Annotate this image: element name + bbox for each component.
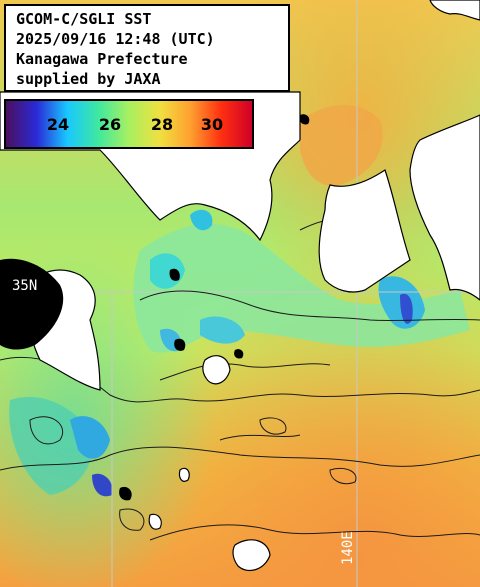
lat-label-right: N: [462, 278, 470, 294]
tokyo-bay-warm: [300, 105, 383, 186]
top-right-land: [429, 0, 480, 21]
title-line-1: GCOM-C/SGLI SST: [16, 10, 152, 28]
title-box: GCOM-C/SGLI SST 2025/09/16 12:48 (UTC) K…: [4, 4, 290, 92]
color-scale-bar: [6, 101, 252, 147]
legend-tick-30: 30: [200, 115, 224, 134]
cloud-west: [0, 258, 64, 350]
blue-patch-2: [92, 473, 113, 497]
legend-tick-26: 26: [98, 115, 122, 134]
boso-land: [409, 114, 480, 301]
cloud-small-5: [169, 268, 180, 281]
island-2: [232, 539, 271, 572]
lat-label-35n: 35N: [12, 278, 37, 294]
cyan-patch-2: [190, 209, 213, 231]
color-scale-legend: 24 26 28 30: [4, 99, 254, 149]
title-line-2: 2025/09/16 12:48 (UTC): [16, 30, 215, 48]
tokyo-bay-land: [318, 169, 411, 293]
title-line-4: supplied by JAXA: [16, 70, 161, 88]
legend-tick-28: 28: [150, 115, 174, 134]
island-4: [178, 467, 190, 482]
lon-label-140e: 140E: [340, 531, 356, 565]
cloud-small-2: [234, 349, 244, 359]
legend-tick-24: 24: [46, 115, 70, 134]
island-1: [202, 355, 231, 385]
cloud-small-1: [174, 338, 186, 351]
cloud-small-3: [119, 486, 132, 501]
blue-patch-1: [400, 293, 413, 324]
title-line-3: Kanagawa Prefecture: [16, 50, 188, 68]
cyan-patch-5: [70, 416, 110, 459]
cyan-patch-6: [200, 316, 245, 344]
cloud-small-4: [299, 114, 310, 125]
cloud-mask: [0, 114, 310, 501]
island-3: [148, 513, 162, 530]
